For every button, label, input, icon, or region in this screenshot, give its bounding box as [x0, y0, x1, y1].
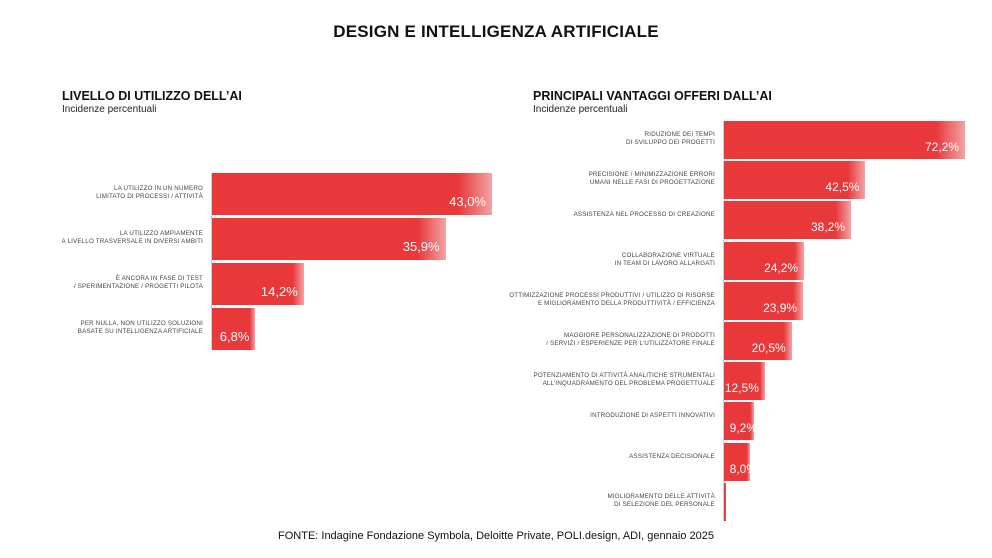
- category-label-line: È ANCORA IN FASE DI TEST: [115, 275, 203, 282]
- category-label: PER NULLA, NON UTILIZZO SOLUZIONI BASATE …: [3, 320, 203, 336]
- category-label: PRECISIONE / MINIMIZZAZIONE ERRORI UMANI …: [505, 171, 715, 187]
- category-label-line: INTRODUZIONE DI ASPETTI INNOVATIVI: [590, 412, 715, 420]
- data-label: 20,5%: [751, 341, 786, 355]
- category-label-line: ASSISTENZA DECISIONALE: [629, 452, 715, 460]
- bar: [723, 161, 866, 200]
- category-label-line: COLLABORAZIONE VIRTUALE: [621, 251, 715, 259]
- category-label-line: MAGGIORE PERSONALIZZAZIONE DI PRODOTTI: [564, 332, 715, 339]
- bar: [211, 218, 446, 260]
- category-label: È ANCORA IN FASE DI TEST / SPERIMENTAZION…: [3, 275, 203, 291]
- bar: [723, 121, 965, 159]
- data-label: 24,2%: [764, 260, 799, 275]
- category-label-line: LA UTILIZZO IN UN NUMERO: [113, 185, 203, 192]
- category-label-line: DI SELEZIONE DEL PERSONALE: [614, 500, 715, 508]
- category-label: ASSISTENZA DECISIONALE: [505, 453, 715, 461]
- data-label: 35,9%: [402, 239, 440, 254]
- category-label-line: PER NULLA, NON UTILIZZO SOLUZIONI: [80, 320, 203, 327]
- axis-line: [723, 121, 724, 521]
- category-label: LA UTILIZZO AMPIAMENTE A LIVELLO TRASVERS…: [3, 230, 203, 246]
- data-label: 38,2%: [811, 220, 846, 235]
- category-label-line: A LIVELLO TRASVERSALE IN DIVERSI AMBITI: [61, 238, 203, 245]
- category-label-line: POTENZIAMENTO DI ATTIVITÀ ANALITICHE STR…: [533, 372, 715, 380]
- bar: [211, 263, 304, 305]
- category-label-line: IN TEAM DI LAVORO ALLARGATI: [614, 259, 715, 267]
- category-label-line: LIMITATO DI PROCESSI / ATTIVITÀ: [96, 193, 203, 200]
- data-label: 8,0%: [729, 461, 757, 476]
- category-label: POTENZIAMENTO DI ATTIVITÀ ANALITICHE STR…: [505, 372, 715, 388]
- category-label-line: RIDUZIONE DEI TEMPI: [644, 131, 715, 138]
- bar: [723, 322, 792, 360]
- data-label: 14,2%: [260, 284, 298, 299]
- category-label: OTTIMIZZAZIONE PROCESSI PRODUTTIVI / UTI…: [505, 292, 715, 308]
- bar: [723, 241, 805, 280]
- data-label: 12,5%: [724, 381, 759, 396]
- category-label-line: DI SVILUPPO DEI PROGETTI: [625, 139, 715, 146]
- axis-line: [211, 173, 212, 350]
- category-label-line: UMANI NELLE FASI DI PROGETTAZIONE: [589, 179, 715, 187]
- data-label: 43,0%: [449, 194, 486, 209]
- page-title: DESIGN E INTELLIGENZA ARTIFICIALE: [333, 22, 659, 41]
- category-label-line: E MIGLIORAMENTO DELLA PRODUTTIVITÀ / EFF…: [537, 299, 715, 307]
- data-label: 42,5%: [825, 180, 860, 195]
- source-note: FONTE: Indagine Fondazione Symbola, Delo…: [278, 530, 714, 542]
- category-label-line: OTTIMIZZAZIONE PROCESSI PRODUTTIVI / UTI…: [509, 291, 715, 299]
- data-label: 72,2%: [924, 140, 959, 154]
- category-label: RIDUZIONE DEI TEMPI DI SVILUPPO DEI PROGE…: [505, 131, 715, 147]
- category-label-line: ALL’INQUADRAMENTO DEL PROBLEMA PROGETTUA…: [542, 380, 715, 388]
- category-label-line: BASATE SU INTELLIGENZA ARTIFICIALE: [77, 328, 203, 335]
- category-label-line: PRECISIONE / MINIMIZZAZIONE ERRORI: [588, 171, 715, 179]
- chart-subtitle: Incidenze percentuali: [62, 104, 157, 115]
- data-label: 9,2%: [729, 421, 757, 436]
- category-label: MAGGIORE PERSONALIZZAZIONE DI PRODOTTI / …: [505, 332, 715, 348]
- bar: [211, 308, 256, 350]
- category-label-line: LA UTILIZZO AMPIAMENTE: [119, 230, 203, 237]
- bar: [211, 173, 492, 215]
- category-label: LA UTILIZZO IN UN NUMERO LIMITATO DI PROC…: [3, 185, 203, 201]
- chart-subtitle: Incidenze percentuali: [533, 104, 628, 115]
- data-label: 23,9%: [763, 300, 798, 315]
- bar: [723, 281, 804, 320]
- bar: [723, 442, 750, 481]
- category-label-line: ASSISTENZA NEL PROCESSO DI CREAZIONE: [573, 211, 715, 219]
- category-label-line: / SPERIMENTAZIONE / PROGETTI PILOTA: [73, 283, 203, 290]
- category-label-line: / SERVIZI / ESPERIENZE PER L’UTILIZZATOR…: [546, 340, 715, 347]
- data-label: 6,8%: [219, 329, 250, 344]
- chart-title: PRINCIPALI VANTAGGI OFFERI DALL’AI: [533, 89, 772, 103]
- bar: [723, 482, 727, 521]
- bar: [723, 402, 754, 441]
- chart-title: LIVELLO DI UTILIZZO DELL’AI: [62, 89, 242, 103]
- category-label-line: MIGLIORAMENTO DELLE ATTIVITÀ: [607, 492, 715, 500]
- category-label: ASSISTENZA NEL PROCESSO DI CREAZIONE: [505, 211, 715, 219]
- bar: [723, 362, 765, 401]
- data-label: 0,9%: [729, 501, 757, 516]
- category-label: MIGLIORAMENTO DELLE ATTIVITÀ DI SELEZIONE…: [505, 493, 715, 509]
- category-label: COLLABORAZIONE VIRTUALE IN TEAM DI LAVORO…: [505, 252, 715, 268]
- bar: [723, 201, 852, 240]
- category-label: INTRODUZIONE DI ASPETTI INNOVATIVI: [505, 412, 715, 420]
